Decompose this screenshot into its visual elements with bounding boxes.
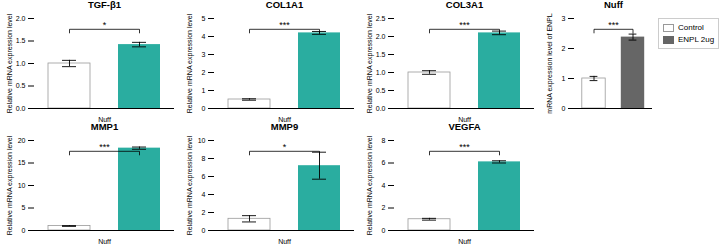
svg-text:Relative mRNA expression level: Relative mRNA expression level [186, 135, 194, 235]
svg-text:***: *** [459, 142, 470, 152]
svg-text:*: * [103, 20, 107, 30]
svg-text:8: 8 [202, 155, 206, 162]
svg-text:1.0: 1.0 [16, 60, 26, 67]
svg-text:2: 2 [202, 209, 206, 216]
svg-text:Relative mRNA expression level: Relative mRNA expression level [6, 135, 14, 235]
svg-text:Relative mRNA expression level: Relative mRNA expression level [186, 13, 194, 113]
svg-text:6: 6 [202, 173, 206, 180]
html-text:ENPL 2ug: ENPL 2ug [678, 35, 715, 44]
svg-text:0: 0 [382, 227, 386, 234]
svg-text:0.0: 0.0 [16, 105, 26, 112]
svg-text:15: 15 [18, 159, 26, 166]
svg-text:4: 4 [202, 191, 206, 198]
svg-text:2: 2 [562, 45, 566, 52]
svg-text:5: 5 [22, 204, 26, 211]
svg-text:10: 10 [18, 182, 26, 189]
svg-text:6: 6 [382, 159, 386, 166]
svg-text:1.5: 1.5 [376, 51, 386, 58]
svg-text:0.5: 0.5 [376, 87, 386, 94]
svg-text:0.5: 0.5 [16, 82, 26, 89]
svg-text:Nuff: Nuff [278, 238, 291, 244]
svg-text:Nuff: Nuff [458, 238, 471, 244]
svg-text:20: 20 [18, 137, 26, 144]
svg-text:0: 0 [562, 105, 566, 112]
svg-text:2.0: 2.0 [16, 15, 26, 22]
svg-text:5: 5 [202, 15, 206, 22]
svg-text:1: 1 [562, 75, 566, 82]
svg-text:Nuff: Nuff [98, 238, 111, 244]
svg-text:1: 1 [202, 87, 206, 94]
svg-text:Relative mRNA expression level: Relative mRNA expression level [366, 135, 374, 235]
svg-text:0: 0 [22, 227, 26, 234]
svg-text:0: 0 [202, 227, 206, 234]
svg-text:8: 8 [382, 137, 386, 144]
svg-text:MMP1: MMP1 [91, 122, 119, 132]
svg-text:Nuff: Nuff [604, 0, 624, 10]
svg-text:***: *** [279, 20, 290, 30]
svg-text:TGF-β1: TGF-β1 [88, 0, 122, 10]
svg-text:3: 3 [202, 51, 206, 58]
svg-text:COL1A1: COL1A1 [266, 0, 304, 10]
svg-text:***: *** [99, 142, 110, 152]
svg-text:MMP9: MMP9 [271, 122, 298, 132]
svg-text:3: 3 [562, 15, 566, 22]
svg-text:1.5: 1.5 [16, 37, 26, 44]
html-text:Control: Control [678, 23, 704, 32]
svg-text:COL3A1: COL3A1 [446, 0, 484, 10]
svg-text:2: 2 [202, 69, 206, 76]
svg-text:10: 10 [198, 137, 206, 144]
svg-text:4: 4 [382, 182, 386, 189]
svg-text:***: *** [608, 20, 619, 30]
svg-text:Relative mRNA expression level: Relative mRNA expression level [6, 13, 14, 113]
svg-text:*: * [283, 142, 287, 152]
svg-text:***: *** [459, 20, 470, 30]
svg-text:0.0: 0.0 [376, 105, 386, 112]
svg-text:4: 4 [202, 33, 206, 40]
svg-text:1.0: 1.0 [376, 69, 386, 76]
svg-text:mRNA expression level of ENPL: mRNA expression level of ENPL [546, 13, 554, 113]
svg-text:2.5: 2.5 [376, 15, 386, 22]
svg-text:2: 2 [382, 204, 386, 211]
svg-text:2.0: 2.0 [376, 33, 386, 40]
svg-text:0: 0 [202, 105, 206, 112]
svg-text:VEGFA: VEGFA [448, 122, 480, 132]
svg-text:Relative mRNA expression level: Relative mRNA expression level [366, 13, 374, 113]
